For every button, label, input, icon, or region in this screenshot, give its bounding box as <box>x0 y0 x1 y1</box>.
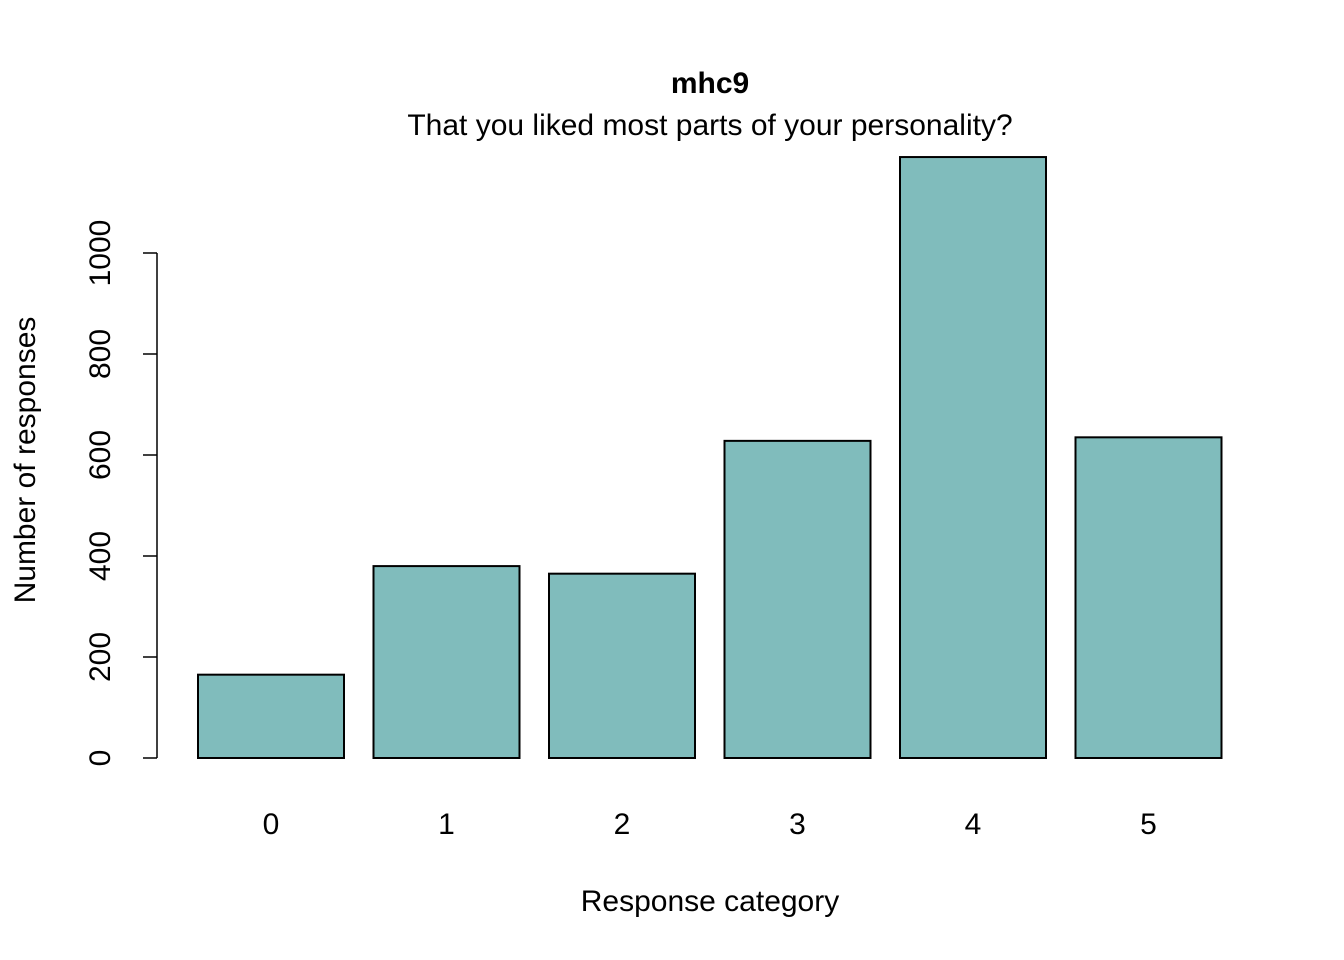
y-tick-label: 1000 <box>84 220 117 287</box>
y-tick-label: 600 <box>84 430 117 480</box>
x-tick-label: 3 <box>789 808 806 841</box>
chart-subtitle: That you liked most parts of your person… <box>407 109 1012 142</box>
bar-1 <box>372 565 521 759</box>
y-tick-label: 200 <box>84 632 117 682</box>
x-tick-label: 5 <box>1140 808 1157 841</box>
x-tick-label: 4 <box>965 808 982 841</box>
y-tick-label: 800 <box>84 329 117 379</box>
y-tick-label: 400 <box>84 531 117 581</box>
y-tick-label: 0 <box>84 750 117 767</box>
y-axis: 0 200 400 600 800 1000 <box>84 220 158 767</box>
bar-2 <box>548 572 696 759</box>
y-axis-label: Number of responses <box>9 317 42 604</box>
bar-4 <box>899 156 1047 760</box>
bar-3 <box>723 439 872 759</box>
x-tick-label: 1 <box>438 808 455 841</box>
bar-0 <box>197 673 345 759</box>
x-tick-label: 0 <box>263 808 280 841</box>
x-axis-tick-labels: 0 1 2 3 4 5 <box>263 808 1157 841</box>
bars-layer <box>197 156 1223 760</box>
bar-5 <box>1074 436 1223 759</box>
x-tick-label: 2 <box>614 808 631 841</box>
chart-title: mhc9 <box>671 67 749 100</box>
x-axis-label: Response category <box>581 885 840 918</box>
